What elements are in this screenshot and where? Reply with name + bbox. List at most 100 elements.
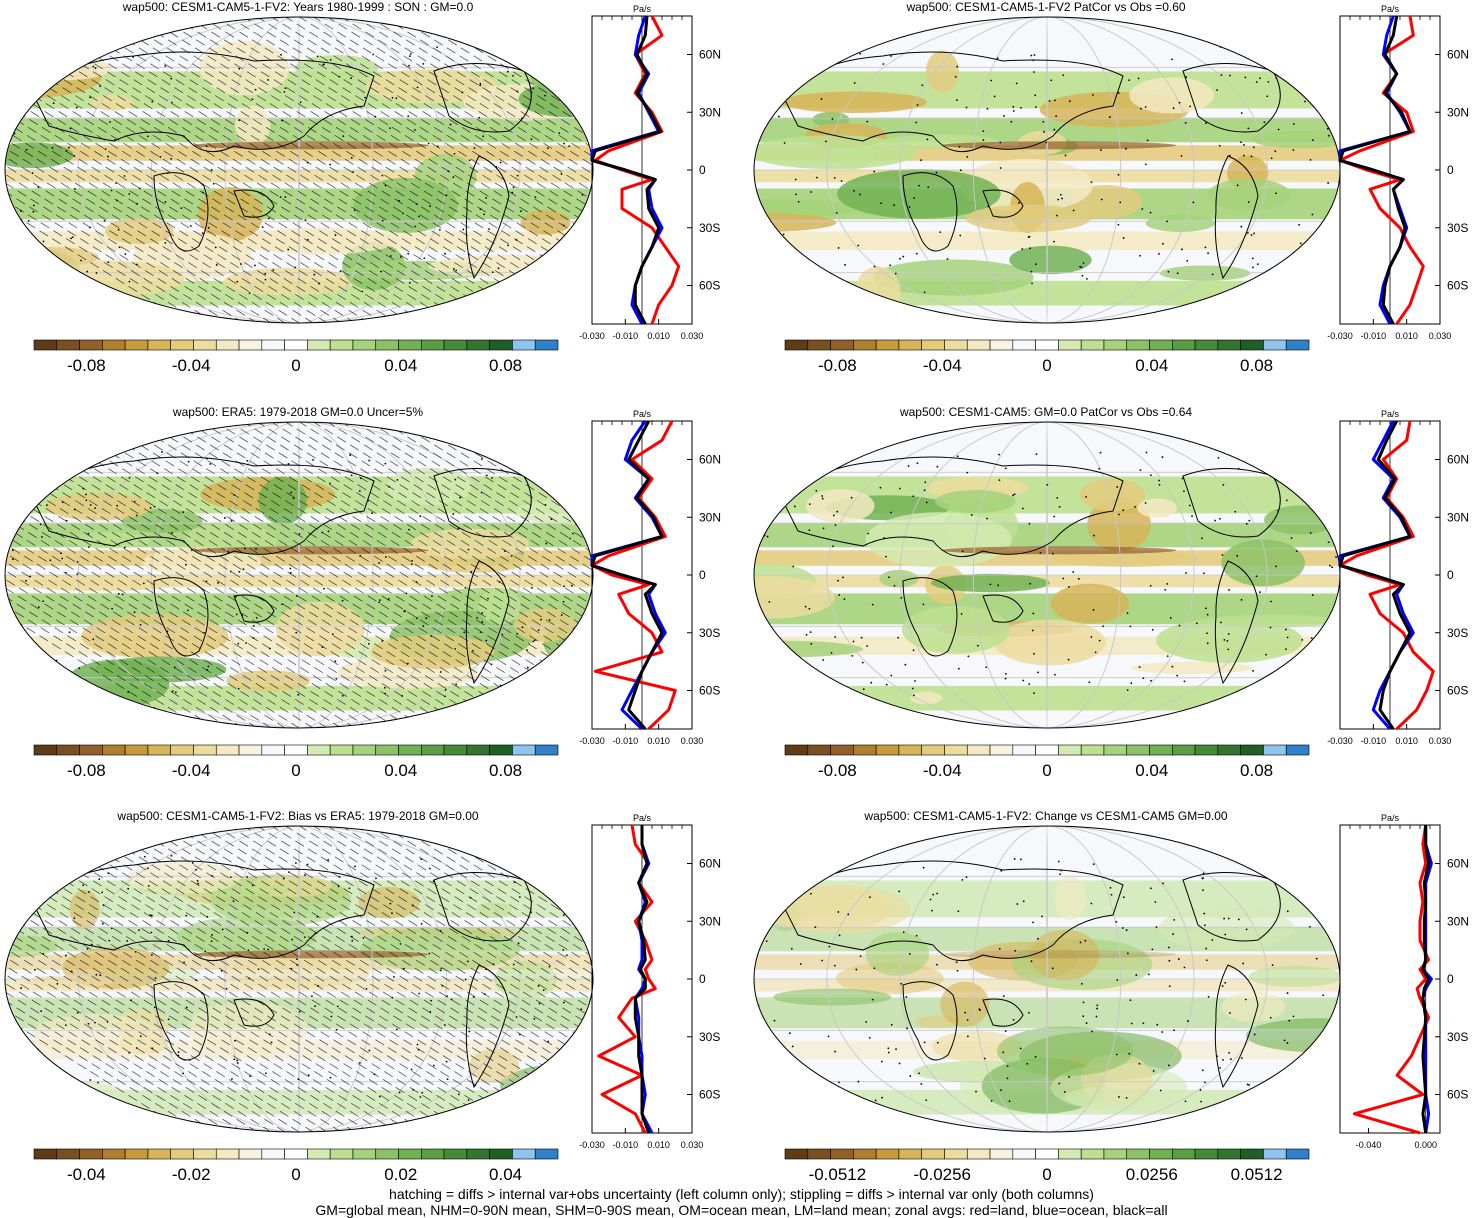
colorbar-tick-label: 0.04 — [489, 1165, 522, 1182]
colorbar-swatch — [807, 744, 831, 756]
colorbar-tick-label: 0 — [291, 356, 300, 373]
colorbar-swatch — [1035, 1148, 1059, 1160]
colorbar-swatch — [944, 339, 968, 351]
colorbar-swatch — [102, 744, 126, 756]
field-blob — [1079, 478, 1146, 512]
field-blob — [935, 490, 1016, 514]
profile-line-all — [1338, 15, 1412, 325]
colorbar-swatch — [1058, 744, 1082, 756]
colorbar-swatch — [830, 1148, 854, 1160]
colorbar-swatch — [1240, 339, 1264, 351]
profile-lat-tick-label: 30S — [699, 1030, 720, 1044]
coastline-1 — [33, 456, 375, 558]
colorbar-swatch — [284, 339, 308, 351]
field-blob — [1155, 618, 1303, 663]
field-blob — [910, 691, 943, 705]
panel-4-colorbar: -0.08 -0.04 0 0.04 0.08 — [784, 744, 1310, 778]
profile-x-tick-label: -0.030 — [579, 1140, 605, 1150]
colorbar-swatch — [1194, 1148, 1219, 1160]
colorbar-tick-label: -0.04 — [172, 356, 211, 373]
panel-5-colorbar: -0.04 -0.02 0 0.02 0.04 — [33, 1148, 559, 1182]
colorbar-swatch — [79, 1148, 103, 1160]
colorbar-tick-label: 0.04 — [384, 761, 417, 778]
colorbar-swatch — [1263, 339, 1287, 351]
field-blob — [865, 932, 930, 976]
panel-2-title: wap500: CESM1-CAM5-1-FV2 PatCor vs Obs =… — [906, 0, 1186, 14]
colorbar-swatch — [1103, 339, 1128, 351]
colorbar-swatch — [284, 1148, 308, 1160]
colorbar-swatch — [875, 339, 900, 351]
coastline-5 — [1214, 560, 1259, 685]
colorbar-swatch — [102, 1148, 126, 1160]
colorbar-tick-label: -0.0256 — [913, 1165, 971, 1182]
profile-x-tick-label: 0.010 — [647, 736, 670, 746]
graticule-meridian — [224, 17, 374, 323]
colorbar-swatch — [898, 339, 922, 351]
field-band-7 — [754, 280, 1340, 306]
field-blob — [1087, 497, 1151, 552]
colorbar-swatch — [307, 1148, 331, 1160]
colorbar-swatch — [1263, 744, 1287, 756]
field-blob — [69, 889, 100, 929]
panel-2-colorbar: -0.08 -0.04 0 0.04 0.08 — [784, 339, 1310, 373]
colorbar-swatch — [1217, 744, 1241, 756]
field-blob — [386, 467, 472, 506]
colorbar-swatch — [784, 339, 809, 351]
colorbar-tick-label: -0.02 — [172, 1165, 211, 1182]
profile-lat-tick-label: 60S — [1447, 684, 1468, 698]
panel-6-map — [753, 825, 1341, 1133]
graticule-meridian — [899, 826, 1195, 1132]
profile-x-tick-label: 0.010 — [647, 1140, 670, 1150]
colorbar-swatch — [398, 744, 422, 756]
field-blob — [997, 1026, 1134, 1077]
profile-line-land — [1338, 420, 1435, 731]
profile-x-tick-label: -0.030 — [1327, 736, 1353, 746]
colorbar-tick-label: 0.08 — [489, 356, 522, 373]
colorbar-swatch — [1035, 339, 1059, 351]
profile-line-all — [590, 420, 664, 730]
coastline-3 — [233, 594, 275, 623]
field-blob — [1221, 991, 1286, 1022]
colorbar-swatch — [147, 1148, 171, 1160]
profile-x-tick-label: -0.030 — [579, 331, 605, 341]
profile-lat-tick-label: 60S — [699, 279, 720, 293]
panel-1-map — [4, 16, 594, 324]
colorbar-swatch — [944, 1148, 968, 1160]
coastline-3 — [982, 189, 1024, 218]
profile-x-tick-label: 0.010 — [1395, 736, 1418, 746]
colorbar-swatch — [421, 744, 445, 756]
field-blob — [1051, 550, 1200, 567]
map-outline — [4, 16, 594, 324]
profile-lat-tick-label: 0 — [699, 163, 706, 177]
colorbar-swatch — [1285, 339, 1310, 351]
colorbar-swatch — [33, 339, 58, 351]
itcz-streak — [941, 546, 1177, 555]
field-blob — [1129, 77, 1215, 114]
colorbar-tick-label: -0.08 — [818, 356, 857, 373]
colorbar-swatch — [989, 1148, 1014, 1160]
colorbar-swatch — [307, 339, 331, 351]
colorbar-swatch — [352, 339, 377, 351]
colorbar-swatch — [193, 339, 217, 351]
graticule-meridian — [298, 422, 300, 728]
field-blob — [806, 489, 875, 523]
field-blob — [176, 916, 317, 958]
colorbar-swatch — [512, 1148, 536, 1160]
colorbar-swatch — [534, 744, 559, 756]
profile-unit: Pa/s — [633, 409, 652, 419]
graticule-meridian — [224, 422, 374, 728]
field-blob — [186, 1001, 308, 1056]
field-band-7 — [754, 685, 1340, 711]
colorbar-swatch — [1012, 339, 1036, 351]
colorbar-swatch — [1058, 339, 1082, 351]
field-blob — [81, 614, 229, 659]
graticule-meridian — [826, 422, 1268, 728]
panel-5-title: wap500: CESM1-CAM5-1-FV2: Bias vs ERA5: … — [117, 809, 479, 823]
colorbar-tick-label: -0.08 — [67, 761, 106, 778]
field-blob — [771, 885, 911, 934]
profile-line-all — [633, 825, 651, 1134]
colorbar-tick-label: 0 — [1042, 761, 1051, 778]
colorbar-swatch — [489, 339, 513, 351]
field-blob — [1137, 498, 1178, 518]
field-blob — [1145, 214, 1216, 232]
